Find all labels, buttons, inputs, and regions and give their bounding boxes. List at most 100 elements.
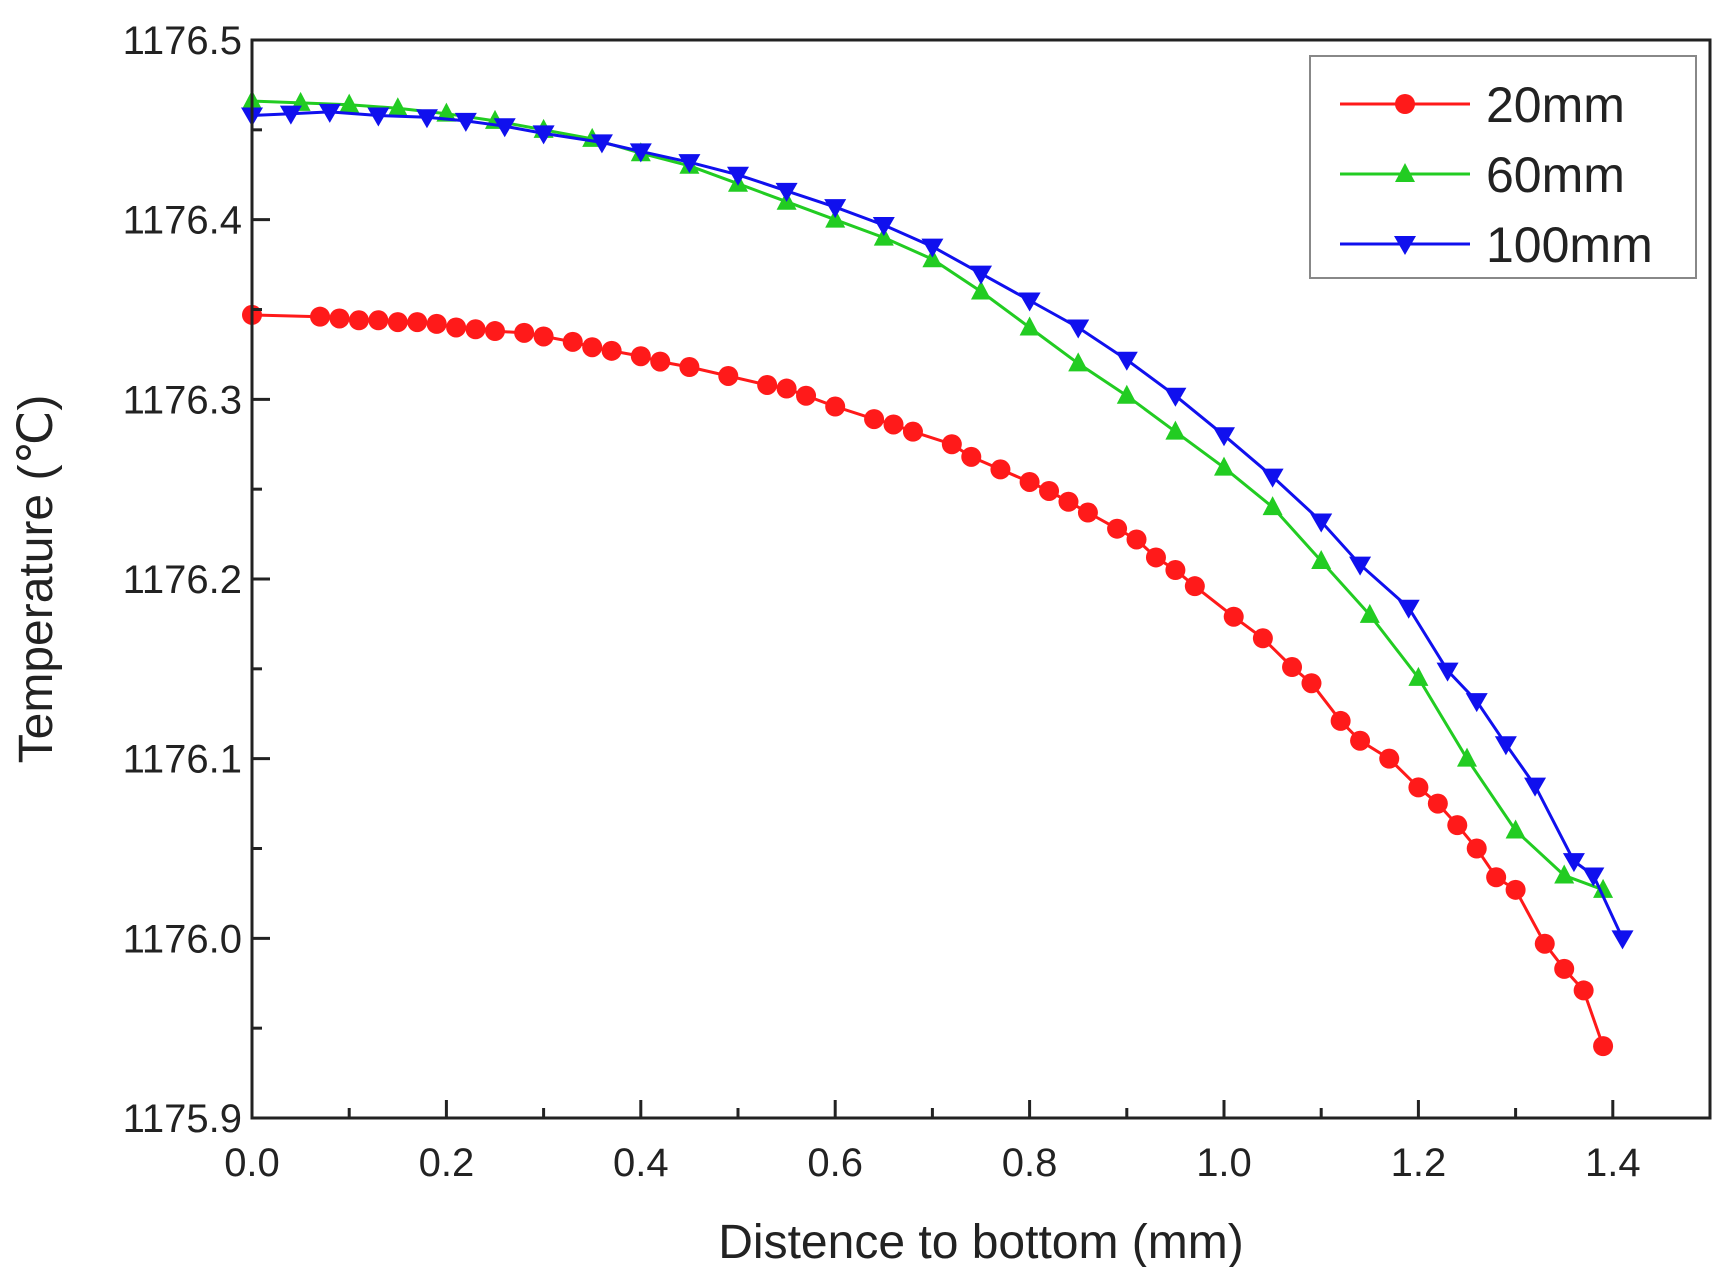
data-point-60mm bbox=[339, 93, 360, 113]
data-point-100mm bbox=[367, 107, 390, 127]
x-axis-title: Distence to bottom (mm) bbox=[718, 1216, 1243, 1267]
data-point-60mm bbox=[1593, 878, 1614, 898]
data-point-100mm bbox=[415, 109, 438, 129]
data-point-100mm bbox=[318, 103, 341, 123]
data-point-100mm bbox=[493, 118, 516, 138]
data-point-20mm bbox=[1145, 547, 1166, 568]
data-point-100mm bbox=[872, 217, 895, 237]
data-point-20mm bbox=[1077, 502, 1098, 523]
data-point-20mm bbox=[941, 434, 962, 455]
data-point-20mm bbox=[825, 396, 846, 417]
x-tick-label: 1.2 bbox=[1391, 1141, 1447, 1185]
data-point-100mm bbox=[1115, 351, 1138, 371]
data-point-20mm bbox=[864, 409, 885, 430]
data-point-60mm bbox=[873, 226, 894, 246]
legend-marker-100mm bbox=[1394, 236, 1416, 255]
data-point-100mm bbox=[775, 182, 798, 202]
y-tick-label: 1176.5 bbox=[123, 19, 242, 63]
data-point-20mm bbox=[961, 446, 982, 467]
data-point-20mm bbox=[1427, 793, 1448, 814]
data-point-20mm bbox=[1107, 518, 1128, 539]
data-point-100mm bbox=[1494, 736, 1517, 756]
data-point-100mm bbox=[921, 238, 944, 258]
legend-label-100mm: 100mm bbox=[1486, 217, 1653, 273]
data-point-20mm bbox=[1184, 576, 1205, 597]
data-point-100mm bbox=[1349, 556, 1372, 576]
y-tick-label: 1176.3 bbox=[123, 378, 242, 422]
data-point-60mm bbox=[1019, 316, 1040, 336]
data-point-60mm bbox=[1068, 352, 1089, 372]
data-point-20mm bbox=[776, 378, 797, 399]
x-tick-label: 1.0 bbox=[1196, 1141, 1252, 1185]
data-point-100mm bbox=[824, 199, 847, 219]
data-point-20mm bbox=[650, 351, 671, 372]
data-point-100mm bbox=[1582, 867, 1605, 887]
data-point-60mm bbox=[1214, 456, 1234, 476]
data-point-60mm bbox=[1554, 864, 1575, 884]
data-point-20mm bbox=[1466, 838, 1487, 859]
x-tick-label: 0.8 bbox=[1002, 1141, 1058, 1185]
data-point-60mm bbox=[1359, 603, 1380, 623]
data-point-20mm bbox=[1554, 958, 1575, 979]
data-point-100mm bbox=[1465, 693, 1488, 713]
data-point-60mm bbox=[922, 248, 943, 268]
data-point-20mm bbox=[1019, 471, 1040, 492]
x-axis: 0.0 0.2 0.4 0.6 0.8 1.0 1.2 1.4 bbox=[224, 1100, 1712, 1185]
data-point-20mm bbox=[1301, 673, 1322, 694]
y-tick-label: 1176.4 bbox=[123, 199, 242, 243]
data-point-20mm bbox=[329, 308, 350, 329]
data-point-20mm bbox=[514, 322, 535, 343]
data-point-20mm bbox=[902, 421, 923, 442]
data-point-60mm bbox=[1262, 496, 1283, 516]
data-point-20mm bbox=[1165, 560, 1186, 581]
legend-box bbox=[1309, 55, 1697, 279]
data-point-60mm bbox=[1408, 666, 1429, 686]
y-axis-title: Temperature (℃) bbox=[10, 395, 63, 764]
data-point-20mm bbox=[1534, 933, 1555, 954]
data-point-20mm bbox=[1486, 867, 1507, 888]
data-point-100mm bbox=[1164, 387, 1187, 407]
data-point-20mm bbox=[1350, 730, 1371, 751]
data-point-20mm bbox=[446, 317, 467, 338]
x-tick-label: 0.6 bbox=[807, 1141, 863, 1185]
data-point-100mm bbox=[1261, 468, 1284, 488]
legend-marker-20mm bbox=[1395, 94, 1415, 114]
data-point-100mm bbox=[678, 154, 701, 174]
series-100mm bbox=[241, 103, 1634, 950]
data-point-60mm bbox=[971, 280, 991, 300]
data-point-100mm bbox=[1310, 513, 1333, 533]
data-point-20mm bbox=[1252, 628, 1273, 649]
data-point-20mm bbox=[387, 312, 408, 333]
legend-item-100mm: 100mm bbox=[1340, 217, 1653, 273]
data-point-20mm bbox=[426, 313, 447, 334]
y-tick-label: 1175.9 bbox=[123, 1097, 242, 1141]
data-point-60mm bbox=[436, 102, 457, 122]
data-point-60mm bbox=[387, 97, 408, 117]
data-point-20mm bbox=[601, 340, 622, 361]
y-tick-label: 1176.1 bbox=[123, 738, 242, 782]
data-point-20mm bbox=[582, 337, 603, 358]
data-point-20mm bbox=[348, 310, 369, 331]
data-point-60mm bbox=[1116, 384, 1137, 404]
data-point-20mm bbox=[718, 365, 739, 386]
data-point-20mm bbox=[1593, 1036, 1614, 1057]
data-point-100mm bbox=[1436, 662, 1459, 682]
data-point-20mm bbox=[1408, 777, 1429, 798]
data-point-100mm bbox=[532, 125, 555, 145]
legend-item-60mm: 60mm bbox=[1340, 147, 1625, 203]
x-tick-label: 1.4 bbox=[1585, 1141, 1641, 1185]
x-tick-label: 0.2 bbox=[419, 1141, 475, 1185]
data-point-20mm bbox=[679, 356, 700, 377]
data-point-100mm bbox=[1611, 930, 1634, 950]
data-point-100mm bbox=[1397, 599, 1420, 619]
data-point-20mm bbox=[485, 321, 505, 342]
series-60mm bbox=[242, 90, 1614, 898]
legend-item-20mm: 20mm bbox=[1340, 77, 1625, 133]
data-point-20mm bbox=[1379, 748, 1400, 769]
data-point-20mm bbox=[796, 385, 817, 406]
data-point-20mm bbox=[310, 306, 331, 327]
data-point-60mm bbox=[825, 208, 846, 228]
data-point-20mm bbox=[562, 331, 583, 352]
data-point-100mm bbox=[1562, 853, 1585, 873]
